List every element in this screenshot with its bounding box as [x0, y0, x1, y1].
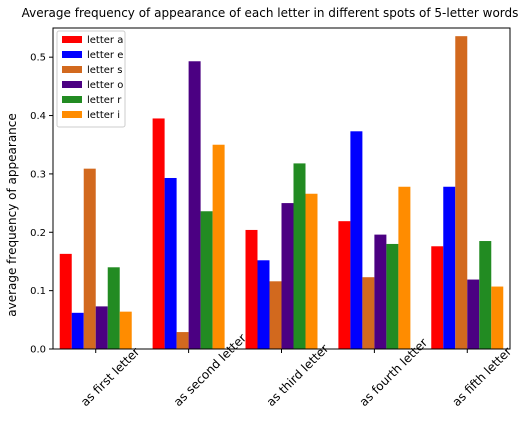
legend-swatch	[62, 111, 82, 118]
x-tick-label: as first letter	[78, 345, 142, 409]
bar-letter-r-4	[479, 241, 492, 349]
legend-swatch	[62, 81, 82, 88]
bar-letter-o-3	[374, 234, 387, 349]
bar-letter-e-4	[443, 186, 456, 349]
bar-letter-o-0	[95, 306, 108, 349]
y-axis-title: average frequency of appearance	[5, 113, 19, 317]
bar-letter-s-3	[362, 277, 375, 349]
bar-letter-i-4	[491, 286, 504, 349]
bar-letter-s-1	[176, 332, 189, 349]
legend-label: letter a	[87, 35, 123, 46]
bar-letter-e-3	[350, 131, 363, 349]
y-tick-label: 0.1	[30, 286, 46, 297]
x-tick-label: as fifth letter	[449, 344, 514, 409]
bars-group	[59, 36, 504, 350]
bar-letter-r-2	[293, 163, 306, 349]
bar-letter-r-3	[386, 243, 399, 349]
y-tick-label: 0.4	[30, 111, 46, 122]
bar-letter-i-3	[398, 186, 411, 349]
y-tick-label: 0.5	[30, 53, 46, 64]
bar-letter-i-1	[212, 144, 225, 349]
plot-frame	[52, 27, 511, 350]
bar-letter-e-1	[164, 177, 177, 349]
bar-letter-s-0	[83, 168, 96, 349]
legend-swatch	[62, 96, 82, 103]
legend-swatch	[62, 51, 82, 58]
chart-title: Average frequency of appearance of each …	[22, 6, 519, 20]
bar-letter-i-0	[119, 311, 132, 349]
legend-label: letter s	[87, 65, 122, 76]
bar-letter-e-0	[71, 312, 84, 349]
y-tick-label: 0.3	[30, 169, 46, 180]
legend-label: letter o	[87, 80, 123, 91]
bar-letter-e-2	[257, 260, 270, 349]
bar-letter-o-1	[188, 61, 201, 350]
y-tick-label: 0.2	[30, 228, 46, 239]
legend-label: letter i	[87, 110, 120, 121]
legend-label: letter e	[87, 50, 123, 61]
legend-swatch	[62, 66, 82, 73]
bar-letter-a-2	[245, 229, 258, 349]
x-tick-label: as third letter	[264, 341, 332, 409]
legend: letter a letter e letter s letter o letter r…	[56, 30, 126, 128]
y-tick-label: 0.0	[30, 345, 46, 356]
bar-letter-a-3	[338, 221, 351, 349]
bar-letter-s-4	[455, 36, 468, 350]
legend-label: letter r	[87, 95, 122, 106]
legend-swatch	[62, 36, 82, 43]
bar-letter-a-0	[59, 253, 72, 349]
bar-letter-a-1	[152, 118, 165, 350]
bar-letter-r-0	[107, 267, 120, 349]
bar-letter-r-1	[200, 211, 213, 349]
bar-letter-s-2	[269, 281, 282, 349]
bar-letter-o-4	[467, 279, 480, 349]
bar-letter-o-2	[281, 203, 294, 349]
bar-letter-i-2	[305, 193, 318, 349]
bar-letter-a-4	[431, 246, 444, 349]
